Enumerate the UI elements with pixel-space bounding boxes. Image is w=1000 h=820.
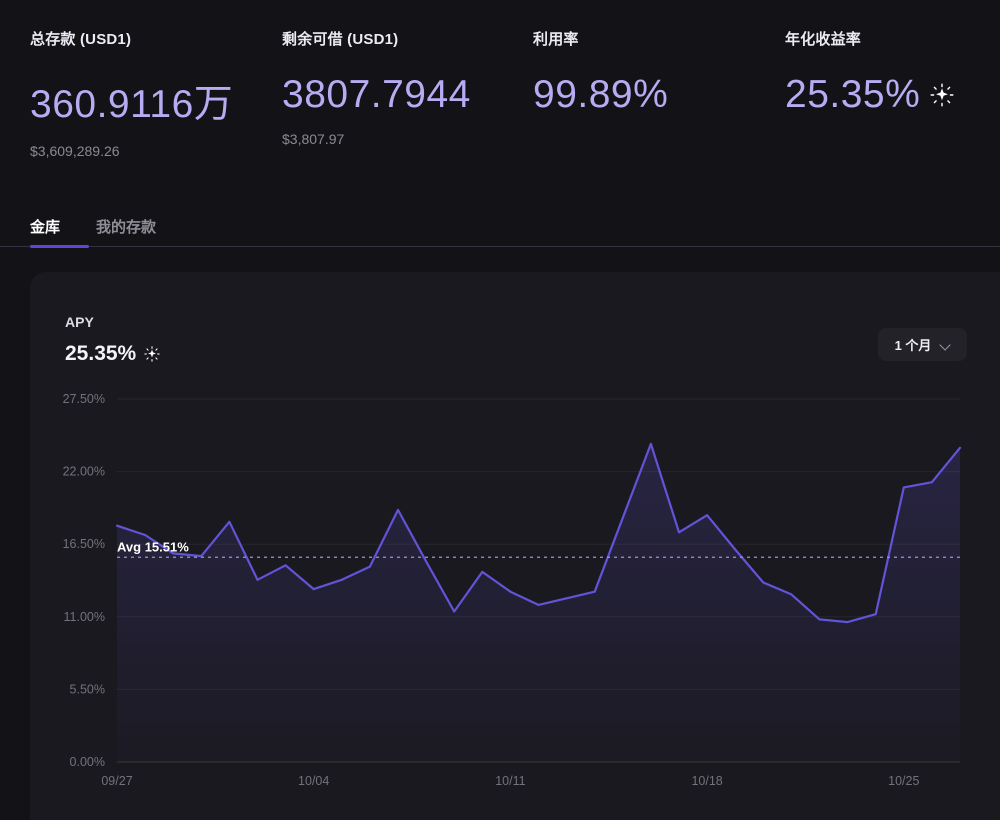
stat-utilization: 利用率 99.89% [533,28,668,117]
stat-label: 利用率 [533,31,579,48]
sparkle-icon [930,83,954,107]
svg-text:Avg 15.51%: Avg 15.51% [117,539,189,554]
tab-vault[interactable]: 金库 [30,219,61,236]
tab-divider [0,246,1000,247]
stat-available-to-borrow: 剩余可借 (USD1) 3807.7944 $3,807.97 [282,28,471,147]
svg-text:10/04: 10/04 [298,774,329,788]
stat-label: 总存款 (USD1) [30,31,132,48]
svg-text:5.50%: 5.50% [70,682,105,696]
stat-value: 99.89% [533,73,669,116]
apy-chart-card: APY 25.35% 1 个月 0.00% 5.50% 11.00% 16.50% 22… [30,272,1000,820]
chart-title: APY [65,314,94,330]
tab-my-deposits[interactable]: 我的存款 [96,219,157,236]
stat-subvalue: $3,807.97 [282,131,345,147]
stat-value: 25.35% [785,73,954,117]
svg-text:11.00%: 11.00% [64,610,105,624]
stat-total-deposits: 总存款 (USD1) 360.9116万 $3,609,289.26 [30,28,233,159]
stat-value: 360.9116万 [30,83,234,126]
svg-text:27.50%: 27.50% [63,392,105,406]
sparkle-icon [144,346,160,362]
tab-bar: 金库 我的存款 [30,216,156,251]
chart-apy-value: 25.35% [65,342,160,366]
stat-label: 年化收益率 [785,31,862,48]
time-range-dropdown[interactable]: 1 个月 [878,328,967,361]
svg-text:10/11: 10/11 [495,774,525,788]
stat-subvalue: $3,609,289.26 [30,143,120,159]
apy-line-chart[interactable]: 0.00% 5.50% 11.00% 16.50% 22.00% 27.50% 09/27 1… [30,272,1000,820]
stat-label: 剩余可借 (USD1) [282,31,399,48]
time-range-label: 1 个月 [894,338,932,353]
svg-text:10/25: 10/25 [888,774,919,788]
svg-text:0.00%: 0.00% [70,755,105,769]
stat-apy: 年化收益率 25.35% [785,28,954,117]
svg-text:22.00%: 22.00% [63,465,105,479]
svg-text:10/18: 10/18 [691,774,722,788]
svg-text:16.50%: 16.50% [63,537,105,551]
svg-text:09/27: 09/27 [101,774,132,788]
stat-value: 3807.7944 [282,73,471,116]
active-tab-underline [30,245,89,248]
